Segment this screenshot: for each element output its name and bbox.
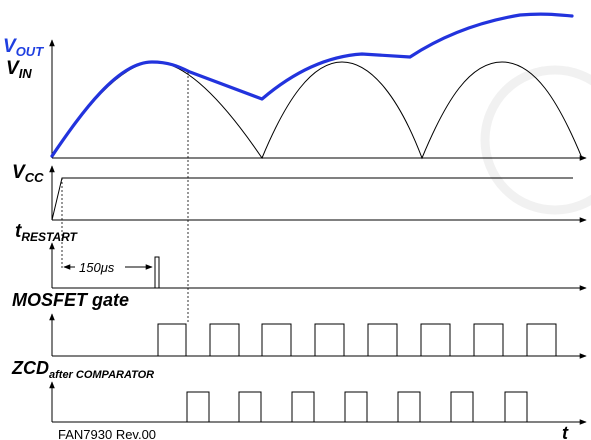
mosfet-gate-pulses <box>157 323 557 356</box>
vcc-trace <box>51 177 573 221</box>
zcd-pulses <box>186 391 528 422</box>
registered-mark-watermark-icon <box>480 65 591 215</box>
vin-vout-panel: VOUT VIN <box>3 12 587 161</box>
footer-revision: FAN7930 Rev.00 <box>58 427 156 440</box>
zcd-label: ZCDafter COMPARATOR <box>11 358 154 381</box>
vin-rectified-sine <box>51 61 583 160</box>
vout-label: VOUT <box>3 36 44 59</box>
vout-trace <box>50 12 574 158</box>
restart-delay-label: 150μs <box>79 260 115 275</box>
trestart-panel: 150μs tRESTART <box>15 221 587 291</box>
vcc-panel: VCC <box>12 162 587 268</box>
time-axis-label: t <box>562 423 569 440</box>
mosfet-gate-label: MOSFET gate <box>12 290 129 310</box>
mosfet-gate-panel: MOSFET gate <box>12 290 587 359</box>
vin-label: VIN <box>6 58 32 81</box>
trestart-label: tRESTART <box>15 221 79 244</box>
restart-pulse <box>154 256 160 288</box>
zcd-panel: ZCDafter COMPARATOR <box>11 358 587 425</box>
vcc-label: VCC <box>12 162 44 185</box>
